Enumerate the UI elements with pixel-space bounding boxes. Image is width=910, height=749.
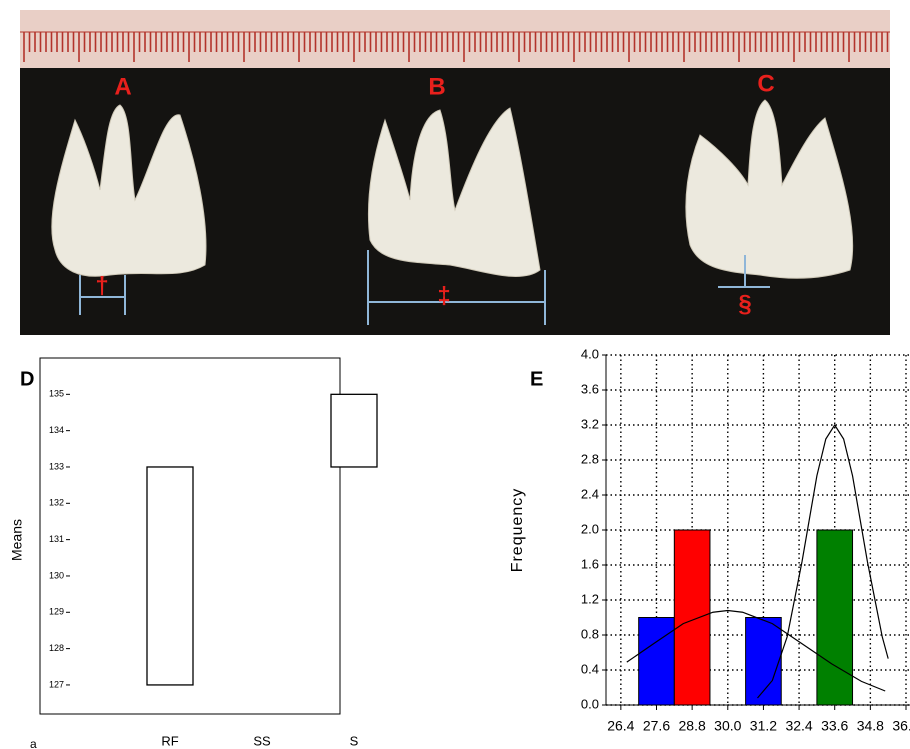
- y-tick-label: 131: [49, 534, 64, 544]
- specimen-label: C: [757, 70, 774, 97]
- photo-panel: A B C † ‡ §: [20, 10, 890, 335]
- x-tick-label: 26.4: [607, 718, 634, 734]
- footnote: a: [30, 737, 37, 749]
- measure-mark: ‡: [437, 282, 450, 309]
- chart-e: E Frequency 0.0 0.4 0.8 1.2 1.6 2.0 2.4 2.8 3.2 3…: [509, 346, 910, 733]
- panel-label: D: [20, 368, 34, 390]
- histogram-bar: [817, 530, 853, 705]
- x-tick-label: S: [350, 733, 359, 748]
- specimen-label: A: [114, 73, 131, 100]
- y-tick-label: 1.2: [581, 591, 599, 606]
- y-tick-label: 1.6: [581, 556, 599, 571]
- range-bar: [331, 394, 377, 467]
- y-tick-label: 2.0: [581, 521, 599, 536]
- histogram-bar: [674, 530, 710, 705]
- figure: A B C † ‡ § D Means a 127 128 129 130 131 132…: [0, 0, 910, 749]
- y-tick-label: 129: [49, 607, 64, 617]
- x-tick-label: 33.6: [821, 718, 848, 734]
- y-tick-label: 128: [49, 643, 64, 653]
- chart-d: D Means a 127 128 129 130 131 132 133 134 135 RF S…: [9, 358, 377, 749]
- y-tick-label: 2.4: [581, 486, 599, 501]
- range-bar: [147, 467, 193, 685]
- x-tick-label: 32.4: [785, 718, 812, 734]
- y-axis-label: Frequency: [509, 488, 526, 573]
- y-tick-label: 0.4: [581, 661, 599, 676]
- x-tick-label: RF: [161, 733, 178, 748]
- tooth-a: [52, 105, 206, 276]
- y-tick-label: 132: [49, 498, 64, 508]
- y-axis-label: Means: [9, 519, 25, 561]
- y-tick-label: 3.2: [581, 416, 599, 431]
- x-tick-label: 28.8: [679, 718, 706, 734]
- y-tick-label: 3.6: [581, 381, 599, 396]
- x-tick-label: 27.6: [643, 718, 670, 734]
- measure-mark: §: [738, 290, 751, 317]
- y-tick-label: 127: [49, 679, 64, 689]
- y-tick-label: 130: [49, 570, 64, 580]
- x-tick-label: 34.8: [857, 718, 884, 734]
- y-tick-label: 2.8: [581, 451, 599, 466]
- x-tick-label: 30.0: [714, 718, 741, 734]
- y-tick-label: 135: [49, 389, 64, 399]
- x-tick-label: 31.2: [750, 718, 777, 734]
- y-tick-label: 0.8: [581, 626, 599, 641]
- histogram-bar: [639, 618, 675, 706]
- x-tick-label: SS: [253, 733, 271, 748]
- y-tick-label: 0.0: [581, 696, 599, 711]
- x-tick-label: 36.0: [892, 718, 910, 734]
- y-tick-label: 133: [49, 461, 64, 471]
- panel-label: E: [530, 368, 543, 390]
- measure-mark: †: [95, 272, 108, 299]
- y-tick-label: 4.0: [581, 346, 599, 361]
- specimen-label: B: [428, 73, 445, 100]
- y-tick-label: 134: [49, 425, 64, 435]
